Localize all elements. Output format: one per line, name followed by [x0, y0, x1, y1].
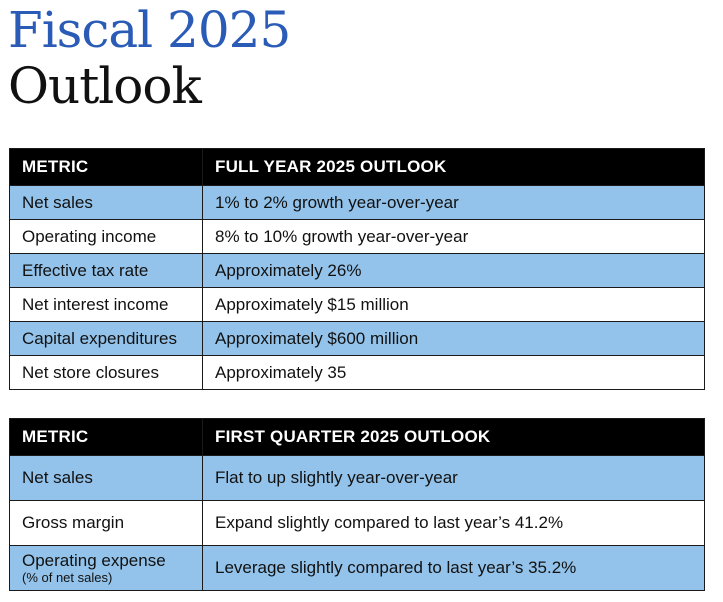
metric-cell: Net sales: [9, 455, 203, 501]
outlook-cell: Approximately $15 million: [202, 287, 705, 322]
page-title: Fiscal 2025 Outlook: [8, 1, 291, 115]
metric-cell: Operating expense (% of net sales): [9, 545, 203, 591]
table-header-row: METRIC FIRST QUARTER 2025 OUTLOOK: [9, 418, 705, 456]
metric-sublabel: (% of net sales): [22, 570, 113, 585]
column-header-first-quarter-outlook: FIRST QUARTER 2025 OUTLOOK: [202, 418, 705, 456]
outlook-cell: Approximately 26%: [202, 253, 705, 288]
outlook-cell: Expand slightly compared to last year’s …: [202, 500, 705, 546]
metric-cell: Effective tax rate: [9, 253, 203, 288]
title-line-fiscal: Fiscal 2025: [8, 1, 291, 59]
metric-label: Operating expense: [22, 551, 166, 570]
table-row: Net store closures Approximately 35: [9, 355, 705, 390]
metric-cell: Operating income: [9, 219, 203, 254]
table-row: Operating income 8% to 10% growth year-o…: [9, 219, 705, 254]
outlook-cell: Leverage slightly compared to last year’…: [202, 545, 705, 591]
metric-cell: Gross margin: [9, 500, 203, 546]
table-row: Capital expenditures Approximately $600 …: [9, 321, 705, 356]
table-row: Gross margin Expand slightly compared to…: [9, 500, 705, 546]
full-year-outlook-table: METRIC FULL YEAR 2025 OUTLOOK Net sales …: [9, 148, 705, 390]
table-row: Net sales 1% to 2% growth year-over-year: [9, 185, 705, 220]
column-header-metric: METRIC: [9, 148, 203, 186]
outlook-cell: Flat to up slightly year-over-year: [202, 455, 705, 501]
title-line-outlook: Outlook: [8, 57, 202, 115]
column-header-metric: METRIC: [9, 418, 203, 456]
table-row: Effective tax rate Approximately 26%: [9, 253, 705, 288]
column-header-full-year-outlook: FULL YEAR 2025 OUTLOOK: [202, 148, 705, 186]
table-header-row: METRIC FULL YEAR 2025 OUTLOOK: [9, 148, 705, 186]
metric-cell: Net sales: [9, 185, 203, 220]
table-row: Net interest income Approximately $15 mi…: [9, 287, 705, 322]
outlook-cell: Approximately $600 million: [202, 321, 705, 356]
outlook-cell: 1% to 2% growth year-over-year: [202, 185, 705, 220]
outlook-cell: 8% to 10% growth year-over-year: [202, 219, 705, 254]
table-row: Operating expense (% of net sales) Lever…: [9, 545, 705, 591]
first-quarter-outlook-table: METRIC FIRST QUARTER 2025 OUTLOOK Net sa…: [9, 418, 705, 591]
metric-cell: Net interest income: [9, 287, 203, 322]
table-row: Net sales Flat to up slightly year-over-…: [9, 455, 705, 501]
metric-cell: Net store closures: [9, 355, 203, 390]
metric-cell: Capital expenditures: [9, 321, 203, 356]
outlook-cell: Approximately 35: [202, 355, 705, 390]
